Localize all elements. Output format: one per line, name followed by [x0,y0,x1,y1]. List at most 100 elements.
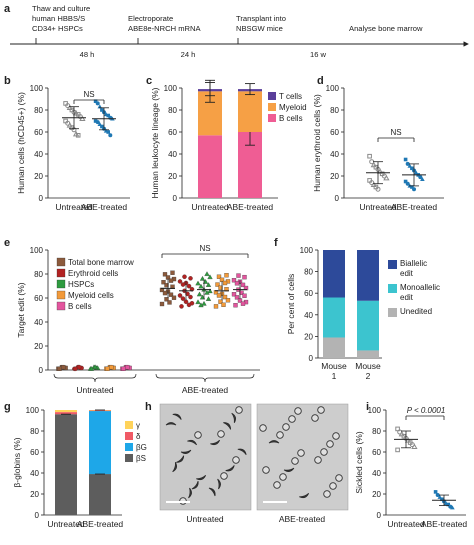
sickled-cell [196,474,207,481]
panel-b-chart: 0 20 40 60 80 100 Human cells (hCD45+) (%) Untr… [16,84,130,212]
data-point [164,297,169,302]
sickled-cell [231,412,236,424]
red-blood-cell [282,423,290,431]
panel-c-chart: 0 20 40 60 80 100 Human leukocyte lineage (%) U… [150,79,307,212]
data-point [109,364,114,370]
panel-h-letter: h [145,401,152,413]
x-tick-label: Untreated [359,202,397,212]
y-tick-label: 60 [304,289,313,298]
x-tick-label: ABE-treated [81,202,128,212]
data-point [189,286,195,292]
data-point [196,291,203,297]
red-blood-cell [317,406,325,414]
legend-swatch [56,279,66,289]
data-point [182,274,187,280]
panel-a-letter: a [4,3,11,15]
legend-label: Unedited [400,307,432,316]
data-point [177,279,183,284]
data-point [162,290,168,296]
x-tick-label: Untreated [387,519,425,529]
legend-label: Biallelic [400,259,427,268]
data-point [177,293,183,298]
y-tick-label: 100 [164,84,178,93]
y-tick-label: 100 [326,84,340,93]
sickled-cell [191,480,199,490]
group-label: ABE-treated [182,385,229,395]
sickled-cell [237,448,247,455]
sickled-cell [172,461,177,473]
data-point [100,124,104,129]
data-point [216,274,222,279]
data-point [73,366,78,372]
sickled-cell [299,492,310,499]
panel-d-letter: d [317,75,324,87]
data-point [76,364,82,370]
data-point [168,278,174,283]
data-point [213,304,219,309]
data-point [446,502,450,507]
data-point [168,292,174,297]
x-tick-label: ABE-treated [421,519,468,529]
y-tick-label: 20 [30,490,39,499]
y-tick-label: 20 [34,342,43,351]
red-blood-cell [259,424,267,432]
y-axis-label: Sickled cells (%) [354,431,364,494]
data-point [195,280,201,286]
legend-label: γ [136,421,140,430]
data-point [395,447,400,453]
y-axis-label: Human leukocyte lineage (%) [150,87,160,198]
y-tick-label: 60 [34,128,43,137]
y-tick-label: 100 [30,246,44,255]
interval-16w: 16 w [310,50,327,59]
legend-label: B cells [68,302,92,311]
x-tick-label: Untreated [55,202,93,212]
data-point [57,366,62,371]
legend-swatch [388,308,397,317]
red-blood-cell [314,456,322,464]
data-point [207,274,213,280]
bar-segment [55,410,77,413]
significance-label: NS [199,244,210,253]
data-point [403,157,408,162]
legend-swatch [388,284,397,293]
bar-segment [323,337,345,358]
y-tick-label: 20 [372,490,381,499]
bar-segment [238,91,262,132]
data-point [125,364,130,370]
y-tick-label: 80 [304,268,313,277]
bar-segment [89,410,111,412]
data-point [198,302,204,308]
red-blood-cell [326,440,334,448]
significance-label: NS [83,90,94,99]
y-tick-label: 0 [335,194,340,203]
data-point [105,366,110,371]
interval-24h: 24 h [181,50,196,59]
micrograph-cells [165,406,343,505]
data-point [410,185,414,189]
data-point [242,293,247,298]
x-tick-label: ABE-treated [391,202,438,212]
data-point [418,175,423,180]
y-tick-label: 40 [304,311,313,320]
step-transplant-line2: NBSGW mice [236,24,283,33]
sickled-cell [165,422,177,426]
legend-swatch [268,103,276,111]
y-tick-label: 20 [168,172,177,181]
legend-label: Erythroid cells [68,269,118,278]
y-tick-label: 80 [168,106,177,115]
panel-g-chart: 0 20 40 60 80 100 β-globins (%) UntreatedABE-tr… [12,406,147,529]
data-point [240,282,246,288]
data-point [239,290,244,295]
sickled-cell [188,487,192,499]
data-point [79,115,86,121]
data-point [411,443,418,449]
bar-segment [198,135,222,198]
sickled-cell [283,467,295,472]
y-tick-label: 60 [34,294,43,303]
data-point [383,174,390,181]
data-point [412,187,416,192]
data-point [207,288,213,294]
data-point [88,366,95,371]
data-point [204,290,210,295]
